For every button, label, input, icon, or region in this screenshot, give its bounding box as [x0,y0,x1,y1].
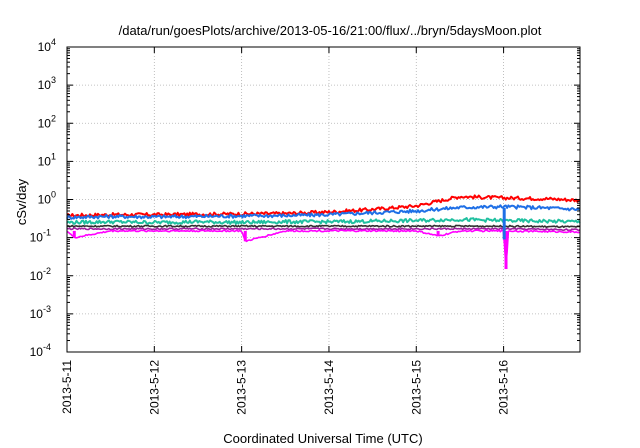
y-tick-exponent: -4 [43,342,51,352]
y-tick-base: 10 [30,231,44,245]
y-axis-label: cSv/day [14,178,29,225]
y-tick-exponent: 4 [51,37,56,47]
y-tick-exponent: 2 [51,113,56,123]
y-tick-base: 10 [30,269,44,283]
y-tick-base: 10 [38,154,52,168]
chart-title: /data/run/goesPlots/archive/2013-05-16/2… [119,23,542,38]
y-tick-label: 101 [38,151,56,168]
y-tick-label: 10-1 [30,228,51,245]
series-line [66,204,581,220]
x-tick-label: 2013-5-15 [409,360,423,415]
y-tick-label: 10-2 [30,266,51,283]
y-tick-label: 103 [38,75,56,92]
y-tick-exponent: 3 [51,75,56,85]
series-line [66,217,581,225]
series-line [66,194,581,218]
y-tick-label: 10-4 [30,342,51,359]
y-tick-label: 104 [38,37,56,54]
y-tick-base: 10 [30,307,44,321]
y-tick-label: 100 [38,190,56,207]
x-tick-label: 2013-5-16 [497,360,511,415]
y-tick-base: 10 [30,345,44,359]
y-tick-base: 10 [38,40,52,54]
y-tick-exponent: -2 [43,266,51,276]
x-axis-ticks: 2013-5-11 2013-5-12 2013-5-13 2013-5-14 2013… [60,47,511,415]
x-tick-label: 2013-5-13 [235,360,249,415]
series-line [66,229,581,267]
series-group [66,194,581,270]
x-tick-label: 2013-5-14 [322,360,336,415]
y-tick-exponent: 0 [51,190,56,200]
y-tick-label: 10-3 [30,304,51,321]
x-tick-label: 2013-5-12 [147,360,161,415]
y-tick-label: 102 [38,113,56,130]
y-tick-exponent: 1 [51,151,56,161]
series-line [66,227,581,232]
y-tick-base: 10 [38,78,52,92]
y-tick-exponent: -1 [43,228,51,238]
x-tick-label: 2013-5-11 [60,360,74,414]
y-tick-exponent: -3 [43,304,51,314]
series-line [66,224,580,229]
y-tick-base: 10 [38,193,52,207]
y-tick-base: 10 [38,116,52,130]
x-axis-label: Coordinated Universal Time (UTC) [223,431,422,446]
